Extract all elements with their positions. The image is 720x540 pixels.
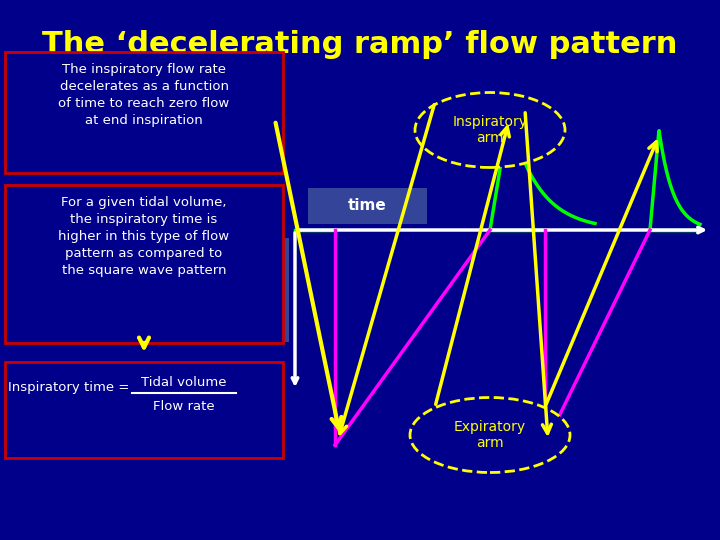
FancyBboxPatch shape — [308, 188, 427, 224]
Text: The ‘decelerating ramp’ flow pattern: The ‘decelerating ramp’ flow pattern — [42, 30, 678, 59]
Text: Tidal volume: Tidal volume — [141, 376, 227, 389]
Text: Flow rate: Flow rate — [153, 401, 215, 414]
FancyBboxPatch shape — [5, 185, 283, 343]
Ellipse shape — [415, 92, 565, 167]
Text: time: time — [348, 199, 387, 213]
Text: For a given tidal volume,
the inspiratory time is
higher in this type of flow
pa: For a given tidal volume, the inspirator… — [58, 196, 230, 277]
Text: Expiratory
arm: Expiratory arm — [454, 420, 526, 450]
Ellipse shape — [410, 397, 570, 472]
Text: The inspiratory flow rate
decelerates as a function
of time to reach zero flow
a: The inspiratory flow rate decelerates as… — [58, 63, 230, 127]
Text: Inspiratory
arm: Inspiratory arm — [452, 115, 528, 145]
FancyBboxPatch shape — [5, 362, 283, 458]
FancyBboxPatch shape — [253, 238, 289, 342]
Text: flow: flow — [264, 272, 279, 308]
Text: Inspiratory time =: Inspiratory time = — [9, 381, 134, 395]
FancyBboxPatch shape — [5, 52, 283, 173]
